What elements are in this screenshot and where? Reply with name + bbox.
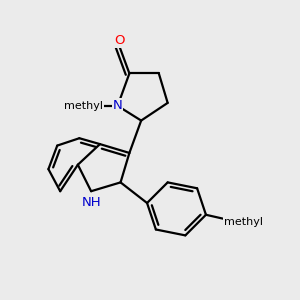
Text: NH: NH bbox=[81, 196, 101, 209]
Text: methyl: methyl bbox=[64, 101, 103, 111]
Text: methyl: methyl bbox=[224, 217, 263, 227]
Text: O: O bbox=[114, 34, 124, 47]
Text: N: N bbox=[113, 99, 122, 112]
